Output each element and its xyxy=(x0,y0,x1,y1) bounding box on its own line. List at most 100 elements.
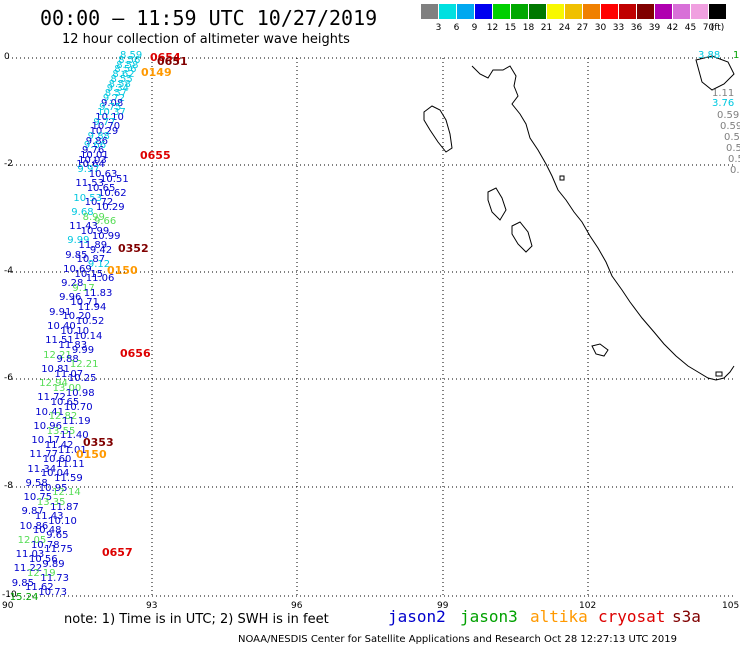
right-edge-value: 0.59 xyxy=(720,121,740,132)
lon-label-102: 102 xyxy=(579,601,597,611)
lat-label-minus10: -10 xyxy=(2,590,17,600)
legend-label: 18 xyxy=(522,23,535,33)
wave-height-value: 10.72 xyxy=(84,197,114,209)
legend-label: 27 xyxy=(576,23,589,33)
wave-height-value: 10.87 xyxy=(76,254,106,266)
wave-height-value: 13.55 xyxy=(46,425,76,437)
wave-height-value: 12.82 xyxy=(48,411,78,423)
wave-height-value: 10.52 xyxy=(75,316,105,328)
wave-height-value: 12.19 xyxy=(27,568,56,580)
wave-height-value: 11.72 xyxy=(37,392,66,404)
wave-height-value: 10.01 xyxy=(80,149,109,161)
wave-height-value: 9.66 xyxy=(83,140,107,152)
wave-height-value: 9.28 xyxy=(61,278,84,290)
wave-height-value: 11.42 xyxy=(44,439,74,451)
legend-swatch xyxy=(457,4,474,19)
wave-height-value: 10.51 xyxy=(100,173,129,185)
legend-swatch xyxy=(529,4,546,19)
wave-height-value: 12.21 xyxy=(69,359,99,371)
wave-height-value: 10.99 xyxy=(80,225,110,237)
wave-height-value: 9.99 xyxy=(71,344,95,356)
legend-label: 45 xyxy=(684,23,697,33)
right-edge-value: 1 xyxy=(733,50,740,61)
wave-height-value: 9.96 xyxy=(59,292,82,304)
wave-height-value: 10.70 xyxy=(91,121,121,133)
wave-height-value: 9.88 xyxy=(56,354,79,366)
lon-label-99: 99 xyxy=(437,601,449,611)
wave-height-value: 9.86 xyxy=(85,135,109,147)
legend-swatch xyxy=(547,4,564,19)
wave-height-value: 11.62 xyxy=(25,582,54,594)
wave-height-value: 10.25 xyxy=(67,373,97,385)
wave-height-value: 11.40 xyxy=(60,430,89,442)
wave-height-value: 10.69 xyxy=(63,263,92,275)
legend-label: 9 xyxy=(471,23,478,33)
wave-height-value: 10.48 xyxy=(32,525,62,537)
legend-swatch xyxy=(601,4,618,19)
wave-height-value: 11.83 xyxy=(83,287,113,299)
pass-time-label: 0352 xyxy=(118,242,149,255)
legend-swatch xyxy=(709,4,726,19)
wave-height-value: 12.94 xyxy=(39,378,68,390)
legend-swatch xyxy=(421,4,438,19)
legend-swatch xyxy=(565,4,582,19)
legend-swatch xyxy=(511,4,528,19)
wave-height-value: 11.07 xyxy=(54,368,84,380)
wave-height-value: 11.34 xyxy=(27,463,57,475)
legend-label: 12 xyxy=(486,23,499,33)
pass-time-label: 0353 xyxy=(83,436,114,449)
legend-label: 24 xyxy=(558,23,571,33)
wave-height-value: 9.91 xyxy=(49,306,72,318)
wave-height-value: 10.56 xyxy=(28,553,58,565)
map-subtitle: 12 hour collection of altimeter wave hei… xyxy=(62,32,350,47)
wave-height-value: 11.87 xyxy=(50,501,79,513)
credit-footer: NOAA/NESDIS Center for Satellite Applica… xyxy=(238,634,677,645)
legend-swatch xyxy=(673,4,690,19)
wave-height-value: 10.71 xyxy=(70,297,100,309)
right-edge-value: 0.5 xyxy=(726,143,740,154)
legend-label: 42 xyxy=(666,23,679,33)
right-edge-value: 0.59 xyxy=(724,132,740,143)
wave-height-value: 10.04 xyxy=(40,468,70,480)
legend-label: 36 xyxy=(630,23,643,33)
pass-time-label: 0149 xyxy=(141,66,172,79)
satellite-legend-jason2: jason2 xyxy=(388,607,446,626)
wave-height-value: 10.64 xyxy=(76,159,105,171)
wave-height-value: 8.56 xyxy=(118,54,141,66)
wave-height-value: 12.21 xyxy=(43,349,72,361)
island-nias xyxy=(487,187,507,221)
satellite-legend-s3a: s3a xyxy=(672,607,701,626)
wave-height-value: 10.03 xyxy=(78,154,107,166)
wave-height-value: 9.65 xyxy=(46,530,69,542)
wave-height-value: 10.70 xyxy=(63,401,93,413)
legend-label: 6 xyxy=(453,23,460,33)
wave-height-value: 10.65 xyxy=(50,397,80,409)
wave-height-value: 11.06 xyxy=(85,273,115,285)
satellite-legend-cryosat: cryosat xyxy=(598,607,666,626)
units-note: note: 1) Time is in UTC; 2) SWH is in fe… xyxy=(64,612,329,627)
wave-height-value: 10.73 xyxy=(38,587,68,599)
legend-label: (ft) xyxy=(710,23,725,33)
wave-height-value: 8.62 xyxy=(112,69,135,81)
wave-height-value: 11.51 xyxy=(45,335,74,347)
island-simeulue xyxy=(423,105,453,153)
pass-time-label: 0150 xyxy=(76,448,107,461)
wave-height-value: 8.55 xyxy=(110,73,133,85)
island-siberut xyxy=(511,221,533,253)
island-north xyxy=(695,55,735,91)
satellite-legend-jason3: jason3 xyxy=(460,607,518,626)
legend-label: 33 xyxy=(612,23,625,33)
wave-height-value: 10.29 xyxy=(95,202,125,214)
wave-height-value: 9.68 xyxy=(71,206,94,218)
wave-height-value: 10.41 xyxy=(35,406,64,418)
island-pagai xyxy=(591,343,609,357)
wave-height-value: 10.10 xyxy=(95,111,124,123)
legend-swatch xyxy=(655,4,672,19)
wave-height-value: 10.75 xyxy=(23,492,53,504)
wave-height-value: 11.83 xyxy=(58,340,88,352)
wave-height-value: 9.75 xyxy=(99,102,122,114)
legend-swatch xyxy=(439,4,456,19)
legend-label: 30 xyxy=(594,23,607,33)
